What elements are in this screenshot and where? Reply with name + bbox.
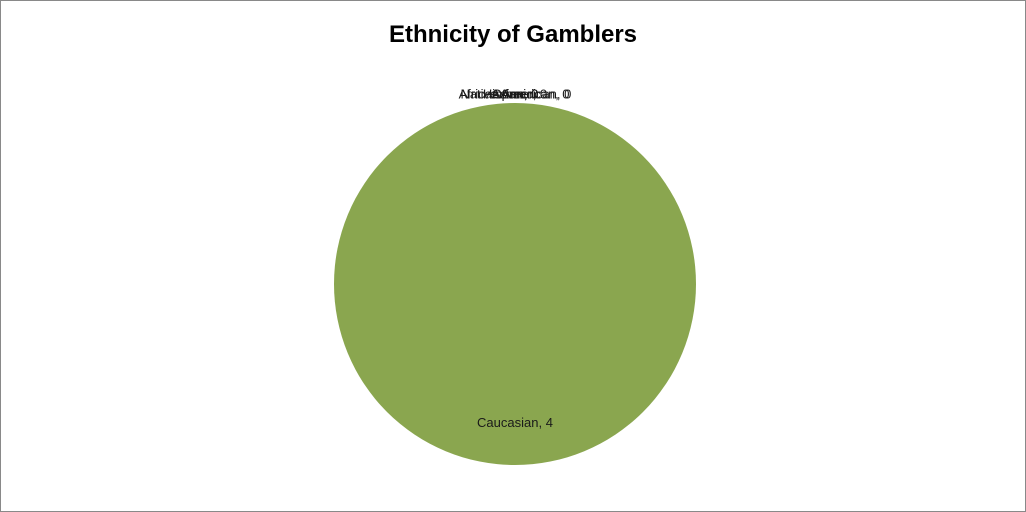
data-label-native-american: Native American, 0 [460, 86, 569, 101]
data-label-asian: Asian, 0 [492, 86, 539, 101]
pie-slice-caucasian [334, 103, 696, 465]
data-label-caucasian: Caucasian, 4 [477, 415, 553, 430]
data-label-hispanic: Hispanic, 0 [483, 86, 547, 101]
data-label-other: Other, 0 [492, 86, 538, 101]
chart-title: Ethnicity of Gamblers [388, 21, 638, 48]
data-label-african-american: African American, 0 [459, 86, 572, 101]
